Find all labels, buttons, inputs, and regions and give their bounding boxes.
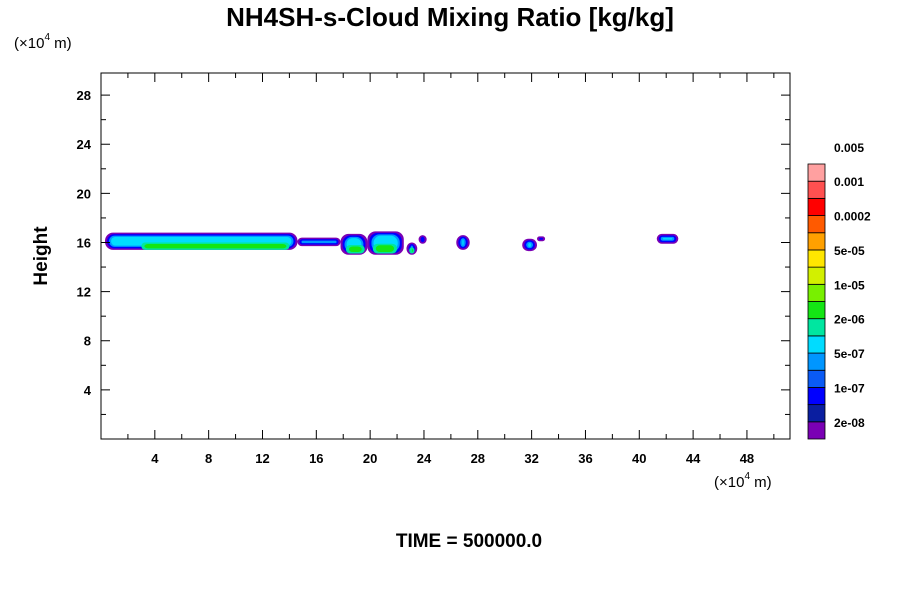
legend-label: 5e-07 <box>834 347 865 361</box>
x-tick-label: 32 <box>524 451 538 466</box>
cloud-patch <box>522 238 538 252</box>
cloud-core <box>375 245 395 253</box>
cloud-patch <box>340 233 368 255</box>
x-tick-label: 44 <box>686 451 701 466</box>
y-tick-label: 28 <box>77 88 91 103</box>
cloud-layer <box>539 237 544 240</box>
x-tick-label: 36 <box>578 451 592 466</box>
legend-label: 1e-05 <box>834 278 865 292</box>
x-tick-label: 40 <box>632 451 646 466</box>
legend-label: 0.001 <box>834 175 864 189</box>
cloud-patch <box>367 231 404 255</box>
x-tick-label: 16 <box>309 451 323 466</box>
legend-swatch <box>807 404 826 423</box>
legend-label: 5e-05 <box>834 244 865 258</box>
legend-swatch <box>807 318 826 337</box>
legend-label: 0.0002 <box>834 210 871 224</box>
chart-title: NH4SH-s-Cloud Mixing Ratio [kg/kg] <box>226 2 674 32</box>
x-tick-label: 24 <box>417 451 432 466</box>
y-tick-label: 12 <box>77 285 91 300</box>
legend-swatch <box>807 387 826 406</box>
legend-swatch <box>807 352 826 371</box>
cloud-patch <box>105 232 298 250</box>
y-tick-label: 8 <box>84 334 91 349</box>
cloud-patch <box>418 235 427 244</box>
x-tick-label: 4 <box>151 451 159 466</box>
cloud-patch <box>656 233 679 244</box>
cloud-layer <box>301 240 337 244</box>
color-legend: 2e-08 1e-07 5e-07 2e-06 1e-05 5e-05 0.0002 0.00… <box>807 141 871 440</box>
legend-swatch <box>807 421 826 440</box>
y-tick-label: 4 <box>84 383 92 398</box>
cloud-layer <box>462 239 464 246</box>
x-tick-label: 12 <box>255 451 269 466</box>
cloud-core <box>412 248 414 253</box>
legend-swatch <box>807 369 826 388</box>
cloud-field <box>105 231 679 255</box>
plot-frame <box>100 72 791 440</box>
cloud-patch <box>297 237 341 247</box>
legend-swatch <box>807 180 826 199</box>
legend-swatch <box>807 197 826 216</box>
x-tick-label: 20 <box>363 451 377 466</box>
x-tick-label: 28 <box>471 451 485 466</box>
legend-swatch <box>807 232 826 251</box>
legend-label: 2e-06 <box>834 313 865 327</box>
legend-swatch <box>807 266 826 285</box>
cloud-layer <box>662 238 673 240</box>
legend-swatch <box>807 163 826 182</box>
y-tick-label: 20 <box>77 186 91 201</box>
cloud-core <box>144 243 287 249</box>
cloud-core <box>348 246 362 253</box>
y-tick-label: 16 <box>77 235 91 250</box>
x-tick-label: 8 <box>205 451 212 466</box>
y-tick-label: 24 <box>77 137 92 152</box>
legend-swatch <box>807 283 826 302</box>
legend-swatch <box>807 215 826 234</box>
x-axis-unit: (×104 m) <box>714 471 772 491</box>
cloud-layer <box>420 236 425 243</box>
legend-label: 0.005 <box>834 141 864 155</box>
time-label: TIME = 500000.0 <box>395 531 543 552</box>
legend-swatch <box>807 335 826 354</box>
legend-label: 1e-07 <box>834 381 865 395</box>
cloud-layer <box>528 243 532 247</box>
cloud-patch <box>406 242 418 255</box>
x-tick-label: 48 <box>740 451 754 466</box>
y-axis-unit: (×104 m) <box>14 32 72 52</box>
cloud-core-outer <box>409 247 415 254</box>
cloud-patch <box>456 235 470 250</box>
legend-label: 2e-08 <box>834 416 865 430</box>
legend-swatch <box>807 301 826 320</box>
cloud-patch <box>537 236 546 242</box>
legend-swatch <box>807 249 826 268</box>
